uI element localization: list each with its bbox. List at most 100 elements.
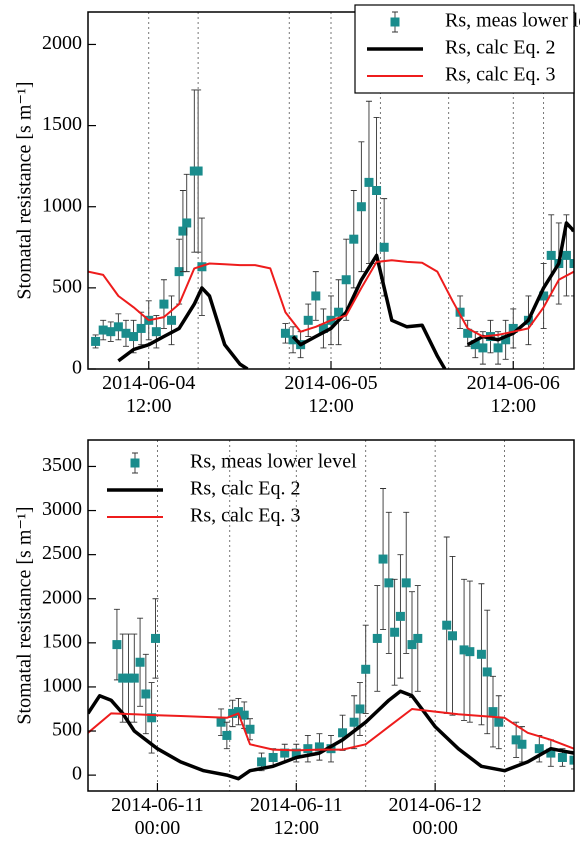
x-tick-label: 2014-06-06 12:00 [466, 372, 560, 417]
y-axis-label: Stomatal resistance [s m⁻¹] [14, 506, 36, 724]
marker [508, 323, 518, 333]
marker [401, 578, 411, 588]
marker [372, 633, 382, 643]
marker [561, 250, 571, 260]
marker [355, 704, 365, 714]
marker [129, 673, 139, 683]
legend-label: Rs, meas lower level [445, 10, 580, 32]
marker [239, 710, 249, 720]
marker [372, 186, 382, 195]
marker [222, 730, 232, 740]
marker [494, 717, 504, 727]
marker [314, 742, 324, 752]
marker [91, 336, 101, 346]
marker [338, 728, 348, 738]
marker [569, 259, 574, 269]
series-line [117, 221, 574, 369]
marker [280, 748, 290, 758]
marker [488, 707, 498, 717]
marker [174, 267, 184, 277]
marker [378, 554, 388, 564]
marker [448, 631, 457, 641]
x-tick-label: 2014-06-11 00:00 [111, 794, 204, 839]
y-tick-label: 0 [72, 763, 82, 785]
plot-area [88, 12, 574, 369]
x-tick-label: 2014-06-11 12:00 [249, 794, 343, 839]
marker [395, 611, 405, 621]
marker [124, 673, 133, 683]
marker [280, 328, 290, 338]
marker [442, 620, 452, 630]
series-line [88, 708, 574, 752]
marker [470, 340, 480, 350]
legend-marker [390, 17, 400, 27]
marker [476, 649, 486, 659]
marker [151, 633, 160, 643]
marker [291, 748, 301, 758]
marker [303, 744, 313, 754]
marker [228, 708, 238, 718]
marker [390, 627, 400, 637]
marker [539, 291, 549, 301]
y-axis-label: Stomatal resistance [s m⁻¹] [14, 81, 36, 299]
marker [216, 717, 226, 727]
legend-label: Rs, calc Eq. 3 [190, 505, 301, 527]
marker [98, 325, 108, 335]
marker [151, 327, 161, 337]
marker [349, 717, 359, 727]
marker [303, 315, 313, 325]
marker [121, 328, 131, 338]
marker [106, 327, 116, 337]
marker [356, 202, 366, 212]
marker [159, 299, 169, 309]
y-tick-label: 3000 [42, 498, 82, 520]
marker [334, 307, 344, 317]
marker [257, 757, 267, 767]
marker [493, 343, 503, 353]
marker [349, 234, 359, 244]
marker [233, 707, 243, 717]
y-tick-label: 500 [52, 719, 82, 741]
marker [478, 343, 488, 353]
marker [407, 640, 417, 650]
marker [501, 335, 511, 345]
series-line [88, 689, 574, 781]
marker [534, 744, 544, 754]
marker [546, 748, 556, 758]
y-tick-label: 3500 [42, 454, 82, 476]
marker [129, 332, 139, 342]
marker [136, 323, 146, 333]
marker [178, 226, 188, 236]
marker [147, 713, 157, 723]
y-tick-label: 2000 [42, 32, 82, 54]
marker [546, 250, 556, 260]
series-line [88, 259, 574, 338]
y-tick-label: 1000 [42, 675, 82, 697]
marker [167, 315, 177, 325]
marker [341, 275, 351, 285]
marker [113, 322, 123, 332]
x-tick-label: 2014-06-12 00:00 [388, 794, 482, 839]
plot-area [88, 440, 574, 791]
marker [364, 177, 374, 187]
legend-label: Rs, calc Eq. 3 [445, 64, 556, 86]
marker [384, 578, 394, 588]
legend-marker [130, 458, 140, 468]
marker [465, 647, 475, 657]
y-tick-label: 1000 [42, 194, 82, 216]
marker [141, 689, 151, 699]
marker [379, 242, 389, 252]
x-tick-label: 2014-06-05 12:00 [284, 372, 378, 417]
plot-frame [87, 439, 575, 792]
marker [182, 218, 192, 228]
marker [245, 724, 255, 734]
marker [288, 335, 298, 345]
marker [112, 640, 122, 650]
marker [569, 755, 574, 765]
marker [413, 633, 423, 643]
y-tick-label: 1500 [42, 630, 82, 652]
marker [361, 664, 371, 674]
marker [463, 328, 473, 338]
